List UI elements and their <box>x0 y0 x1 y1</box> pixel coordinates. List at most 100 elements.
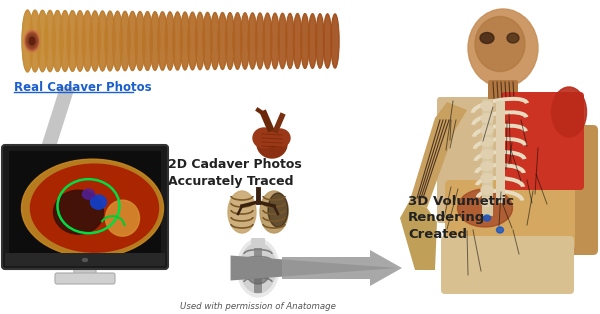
FancyBboxPatch shape <box>251 238 265 248</box>
Ellipse shape <box>90 11 100 71</box>
Ellipse shape <box>481 174 493 182</box>
Ellipse shape <box>481 113 493 122</box>
Ellipse shape <box>135 12 145 70</box>
Ellipse shape <box>271 13 279 69</box>
FancyBboxPatch shape <box>55 273 115 284</box>
Ellipse shape <box>286 14 294 68</box>
FancyBboxPatch shape <box>496 101 505 203</box>
Ellipse shape <box>106 200 139 236</box>
Ellipse shape <box>253 128 275 148</box>
Ellipse shape <box>323 14 332 68</box>
FancyBboxPatch shape <box>437 97 508 223</box>
Ellipse shape <box>507 33 519 43</box>
FancyBboxPatch shape <box>445 180 575 250</box>
Ellipse shape <box>308 14 317 68</box>
Polygon shape <box>410 102 467 208</box>
Ellipse shape <box>143 12 152 70</box>
Polygon shape <box>282 250 402 286</box>
Ellipse shape <box>256 13 265 69</box>
Ellipse shape <box>316 14 324 68</box>
Ellipse shape <box>31 164 158 252</box>
Ellipse shape <box>128 11 137 71</box>
Ellipse shape <box>211 13 220 69</box>
FancyBboxPatch shape <box>482 99 493 216</box>
FancyBboxPatch shape <box>501 92 584 190</box>
Ellipse shape <box>263 13 272 69</box>
Ellipse shape <box>60 11 70 71</box>
Ellipse shape <box>44 10 55 72</box>
Ellipse shape <box>481 138 493 147</box>
Ellipse shape <box>67 11 78 71</box>
Ellipse shape <box>83 189 95 199</box>
Ellipse shape <box>188 12 197 70</box>
Ellipse shape <box>29 37 35 45</box>
Ellipse shape <box>240 243 276 293</box>
Ellipse shape <box>331 14 339 68</box>
Ellipse shape <box>75 11 85 71</box>
Ellipse shape <box>218 13 227 69</box>
Ellipse shape <box>26 32 38 50</box>
Polygon shape <box>40 87 75 150</box>
FancyBboxPatch shape <box>558 125 598 255</box>
Ellipse shape <box>52 10 63 72</box>
Ellipse shape <box>497 227 503 233</box>
FancyBboxPatch shape <box>254 243 262 293</box>
Ellipse shape <box>270 129 290 147</box>
Ellipse shape <box>82 11 92 71</box>
Ellipse shape <box>226 13 235 69</box>
FancyBboxPatch shape <box>9 151 161 261</box>
Ellipse shape <box>158 12 167 70</box>
Ellipse shape <box>551 87 587 137</box>
Ellipse shape <box>481 186 493 194</box>
Ellipse shape <box>29 10 40 72</box>
FancyBboxPatch shape <box>74 265 96 277</box>
Ellipse shape <box>481 126 493 134</box>
Ellipse shape <box>458 189 512 227</box>
Text: 2D Cadaver Photos
Accurately Traced: 2D Cadaver Photos Accurately Traced <box>168 158 302 187</box>
FancyBboxPatch shape <box>441 236 574 294</box>
Ellipse shape <box>481 101 493 111</box>
Ellipse shape <box>293 14 302 68</box>
Ellipse shape <box>241 13 250 69</box>
Ellipse shape <box>481 161 493 171</box>
Ellipse shape <box>475 17 525 72</box>
Ellipse shape <box>247 264 269 284</box>
Text: Real Cadaver Photos: Real Cadaver Photos <box>14 81 152 94</box>
Ellipse shape <box>196 12 205 70</box>
Ellipse shape <box>150 12 160 70</box>
Ellipse shape <box>37 10 48 72</box>
Ellipse shape <box>173 12 182 70</box>
Ellipse shape <box>228 191 256 233</box>
FancyBboxPatch shape <box>5 253 165 266</box>
Ellipse shape <box>91 195 107 209</box>
Ellipse shape <box>468 9 538 87</box>
Polygon shape <box>400 200 437 270</box>
Ellipse shape <box>237 239 279 297</box>
FancyBboxPatch shape <box>2 145 168 269</box>
Ellipse shape <box>260 191 288 233</box>
Ellipse shape <box>203 12 212 70</box>
Ellipse shape <box>112 11 122 71</box>
Ellipse shape <box>120 11 130 71</box>
Ellipse shape <box>180 12 190 70</box>
Ellipse shape <box>97 11 107 71</box>
Ellipse shape <box>480 33 494 44</box>
FancyBboxPatch shape <box>488 80 518 102</box>
Ellipse shape <box>22 10 33 72</box>
Ellipse shape <box>481 149 493 159</box>
Ellipse shape <box>481 198 493 207</box>
Ellipse shape <box>165 12 175 70</box>
Ellipse shape <box>24 30 40 52</box>
Ellipse shape <box>484 215 491 221</box>
Ellipse shape <box>27 34 37 48</box>
Ellipse shape <box>257 130 287 158</box>
Ellipse shape <box>233 13 242 69</box>
Ellipse shape <box>268 193 288 227</box>
Ellipse shape <box>301 14 309 68</box>
Ellipse shape <box>248 13 257 69</box>
Text: Used with permission of Anatomage: Used with permission of Anatomage <box>180 302 336 311</box>
Ellipse shape <box>83 258 88 262</box>
Ellipse shape <box>278 13 287 69</box>
Text: 3D Volumetric
Rendering
Created: 3D Volumetric Rendering Created <box>408 195 514 241</box>
Ellipse shape <box>105 11 115 71</box>
